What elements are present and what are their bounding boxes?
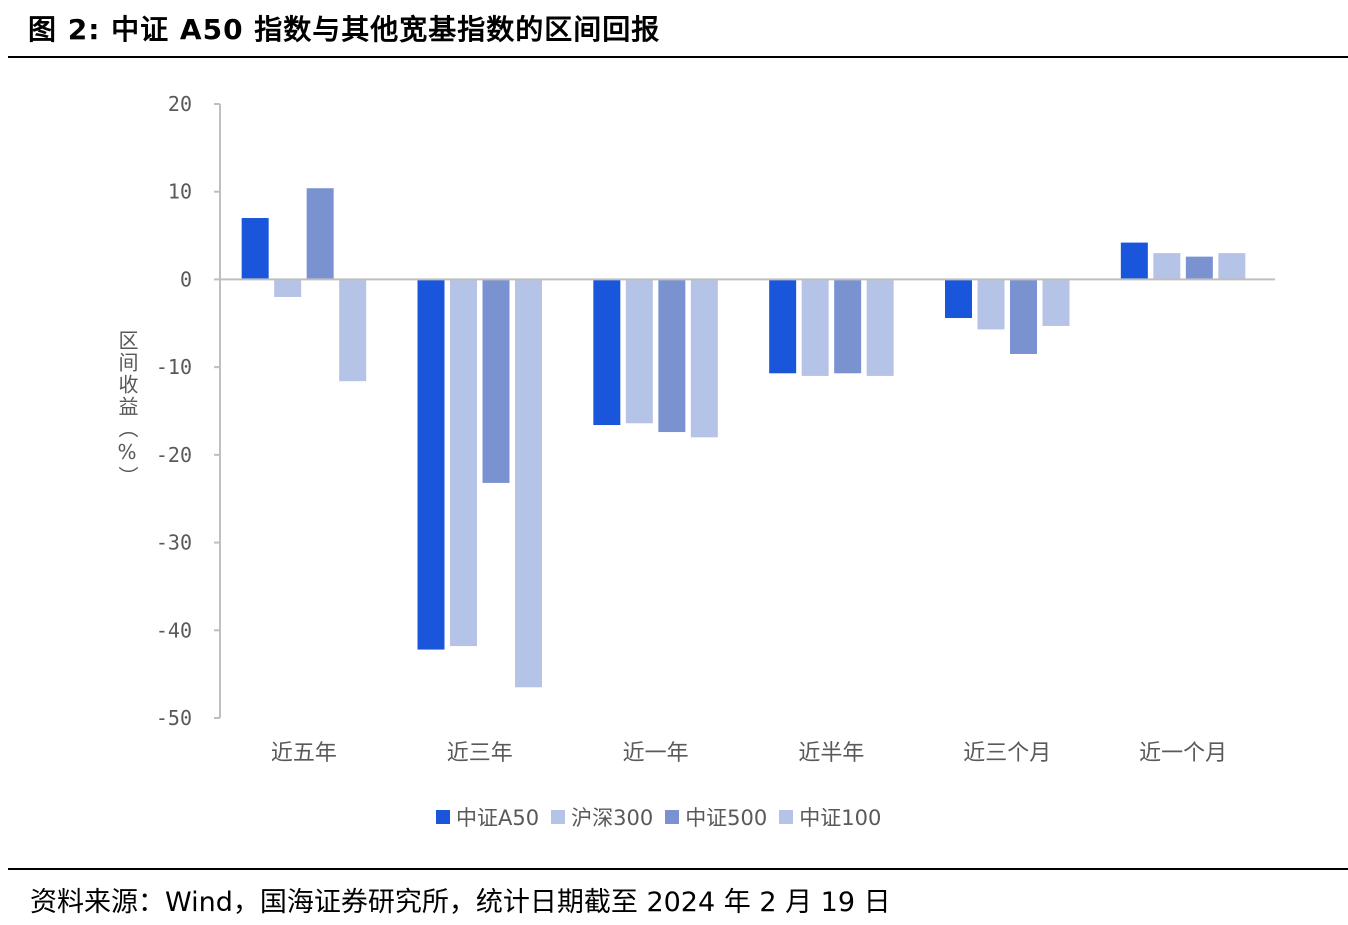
bar-1-4	[769, 279, 797, 374]
bar-2-6	[1153, 253, 1181, 280]
y-tick-label: -50	[156, 706, 192, 730]
x-axis-ticks: 近五年 近三年 近一年 近半年 近三个月 近一个月	[271, 741, 1227, 766]
bar-3-3	[658, 279, 686, 433]
x-tick-label: 近半年	[798, 741, 864, 766]
bar-4-6	[1218, 253, 1246, 280]
legend-label: 沪深300	[571, 806, 654, 830]
x-tick-label: 近一年	[623, 741, 689, 766]
bar-4-2	[515, 279, 542, 688]
bar-3-5	[1010, 279, 1037, 354]
bar-3-1	[306, 188, 334, 280]
bar-4-4	[866, 279, 894, 376]
bottom-rule	[8, 868, 1348, 870]
bar-4-5	[1042, 279, 1070, 326]
bar-1-6	[1120, 242, 1148, 280]
bar-2-2	[450, 279, 477, 647]
top-rule	[8, 56, 1348, 58]
bar-3-6	[1185, 256, 1213, 280]
bar-2-1	[274, 279, 302, 297]
legend-swatch	[665, 810, 680, 824]
figure-title: 图 2: 中证 A50 指数与其他宽基指数的区间回报	[28, 13, 661, 46]
bar-2-5	[977, 279, 1005, 330]
bar-2-4	[801, 279, 829, 376]
y-tick-label: 0	[180, 267, 192, 291]
legend-label: 中证100	[799, 806, 882, 830]
axes-group	[219, 104, 1275, 718]
bar-1-5	[945, 279, 972, 319]
bar-4-1	[339, 279, 367, 382]
bar-3-4	[834, 279, 862, 374]
legend-label: 中证500	[685, 806, 768, 830]
bars-group	[241, 188, 1246, 688]
y-tick-label: -30	[156, 531, 192, 555]
y-axis-label: 区间收益（%）	[115, 330, 139, 488]
y-tick-label: -20	[156, 443, 192, 467]
bar-chart: 20 10 0 -10 -20 -30 -40 -50 近五年 近三年 近一年 近半年 近三个月 近一个…	[156, 92, 1275, 766]
y-tick-label: 10	[168, 180, 192, 204]
legend-item: 中证A50	[436, 802, 539, 832]
legend-swatch	[551, 810, 566, 824]
x-tick-label: 近三个月	[963, 741, 1051, 766]
y-tick-label: -10	[156, 355, 192, 379]
bar-4-3	[690, 279, 718, 438]
legend-item: 沪深300	[551, 802, 653, 832]
legend-item: 中证500	[665, 802, 767, 832]
bar-3-2	[482, 279, 510, 483]
legend-swatch	[779, 810, 794, 824]
y-tick-label: 20	[168, 92, 192, 116]
bar-2-3	[625, 279, 653, 424]
bar-1-3	[593, 279, 621, 426]
x-tick-label: 近一个月	[1139, 741, 1227, 766]
source-note: 资料来源：Wind，国海证券研究所，统计日期截至 2024 年 2 月 19 日	[30, 887, 891, 918]
bar-1-2	[417, 279, 445, 650]
y-tick-label: -40	[156, 618, 192, 642]
chart-legend: 中证A50 沪深300 中证500 中证100	[436, 803, 893, 831]
legend-label: 中证A50	[456, 806, 540, 830]
legend-swatch	[436, 810, 450, 824]
x-tick-label: 近三年	[447, 741, 513, 766]
y-axis-ticks: 20 10 0 -10 -20 -30 -40 -50	[156, 92, 220, 730]
x-tick-label: 近五年	[271, 741, 337, 766]
bar-1-1	[241, 218, 269, 280]
legend-item: 中证100	[779, 802, 881, 832]
